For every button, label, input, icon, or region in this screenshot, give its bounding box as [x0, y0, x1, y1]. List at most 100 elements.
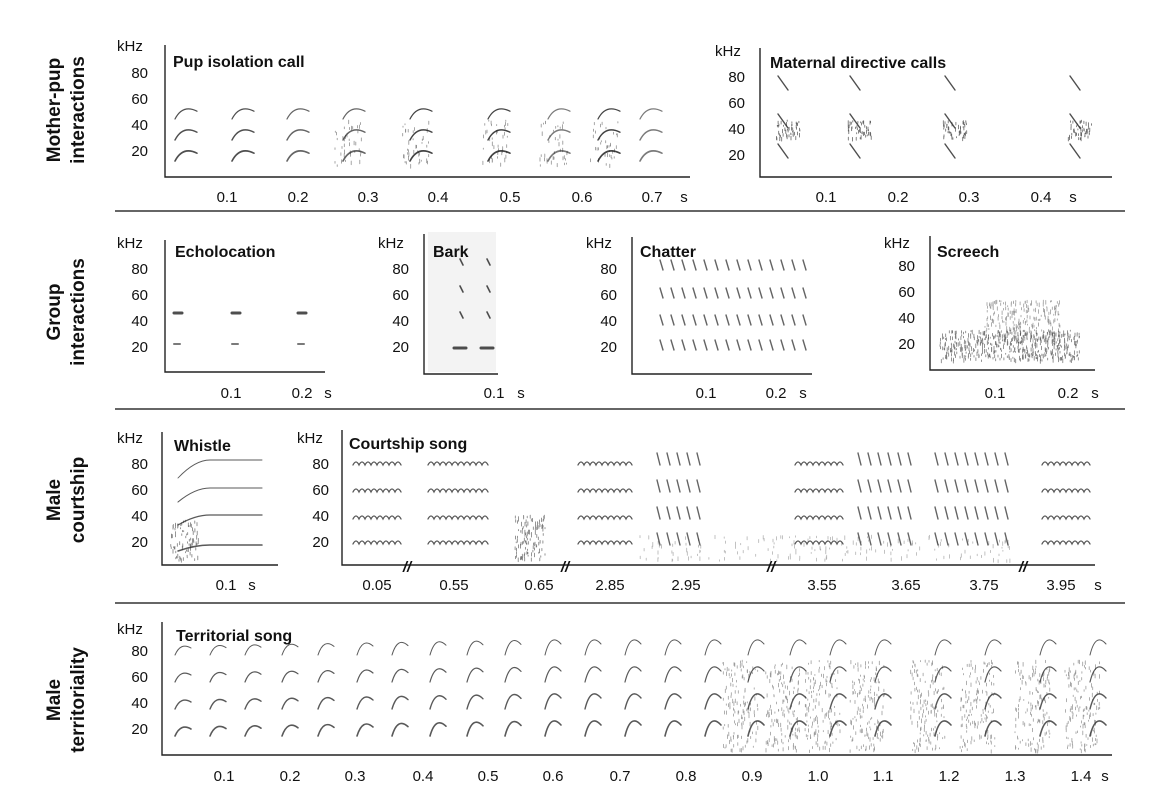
- panel-maternal-directive-calls: kHz Maternal directive calls 80 60 40 20…: [715, 43, 1112, 206]
- x-tick-label: 0.1: [214, 768, 235, 785]
- panel-axes: [341, 430, 1095, 566]
- spectrogram-trace: [504, 720, 522, 737]
- x-tick-label: 2.95: [671, 577, 700, 594]
- x-unit-label: s: [1069, 189, 1077, 206]
- spectrogram-trace: [244, 671, 262, 683]
- spectrogram-trace: [934, 479, 939, 493]
- spectrogram-trace: [391, 722, 409, 737]
- spectrogram-trace: [334, 119, 362, 167]
- x-tick-labels: 0.1 0.2 s: [696, 385, 807, 402]
- spectrogram-trace: [867, 532, 872, 546]
- spectrogram-trace: [409, 108, 433, 120]
- y-tick-label: 20: [131, 534, 148, 551]
- khz-label: kHz: [297, 430, 323, 447]
- spectrogram-trace: [244, 698, 262, 710]
- spectrogram-trace: [427, 488, 489, 494]
- row-label-mother-pup: Mother-pup interactions: [44, 56, 89, 164]
- spectrogram-trace: [777, 143, 789, 159]
- spectrogram-trace: [670, 314, 675, 326]
- spectrogram-trace: [887, 532, 892, 546]
- spectrogram-trace: [664, 720, 682, 737]
- spectrogram-trace: [736, 259, 741, 271]
- spectrogram-trace: [776, 119, 801, 142]
- spectrogram-trace: [656, 532, 661, 546]
- spectrogram-trace: [696, 452, 701, 466]
- y-tick-label: 20: [600, 339, 617, 356]
- y-tick-label: 60: [312, 482, 329, 499]
- y-tick-label: 20: [392, 339, 409, 356]
- spectrogram-trace: [1041, 488, 1091, 494]
- spectrogram-trace: [780, 314, 785, 326]
- spectrogram-trace: [459, 311, 464, 319]
- spectrogram-trace: [877, 532, 882, 546]
- spectrogram-trace: [984, 452, 989, 466]
- y-tick-labels: 80 60 40 20: [131, 65, 148, 160]
- x-tick-label: 1.3: [1005, 768, 1026, 785]
- spectrogram-marks: [172, 311, 308, 345]
- spectrogram-trace: [696, 479, 701, 493]
- spectrogram-trace: [504, 640, 522, 656]
- spectrogram-trace: [429, 641, 447, 656]
- y-tick-label: 80: [898, 258, 915, 275]
- spectrogram-trace: [656, 452, 661, 466]
- panel-axes: [161, 622, 1112, 756]
- spectrogram-trace: [174, 699, 192, 710]
- y-tick-label: 60: [131, 91, 148, 108]
- x-tick-label: 1.0: [808, 768, 829, 785]
- spectrogram-trace: [849, 660, 885, 753]
- spectrogram-trace: [791, 259, 796, 271]
- y-tick-label: 40: [898, 310, 915, 327]
- khz-label: kHz: [586, 235, 612, 252]
- panel-chatter: kHz Chatter 80 60 40 20 0.1 0.2 s: [586, 235, 812, 402]
- panel-territorial-song: kHz Territorial song 80 60 40 20 0.1 0.2…: [117, 621, 1112, 785]
- spectrogram-trace: [174, 645, 192, 656]
- khz-label: kHz: [884, 235, 910, 252]
- spectrogram-trace: [244, 644, 262, 656]
- spectrogram-trace: [286, 108, 310, 120]
- panel-title: Screech: [937, 244, 999, 261]
- spectrogram-trace: [984, 666, 1002, 683]
- spectrogram-marks: [939, 299, 1080, 364]
- spectrogram-trace: [758, 314, 763, 326]
- y-tick-label: 40: [600, 313, 617, 330]
- spectrogram-trace: [1089, 666, 1107, 683]
- spectrogram-trace: [944, 479, 949, 493]
- spectrogram-trace: [794, 488, 844, 494]
- spectrogram-trace: [686, 532, 691, 546]
- spectrogram-trace: [984, 506, 989, 520]
- spectrogram-trace: [804, 660, 841, 753]
- spectrogram-trace: [984, 532, 989, 546]
- spectrogram-trace: [897, 506, 902, 520]
- spectrogram-trace: [317, 670, 335, 683]
- khz-label: kHz: [117, 38, 143, 55]
- spectrogram-trace: [791, 314, 796, 326]
- spectrogram-trace: [174, 129, 198, 141]
- spectrogram-trace: [725, 287, 730, 299]
- spectrogram-trace: [829, 720, 847, 737]
- spectrogram-trace: [352, 515, 402, 521]
- spectrogram-trace: [984, 720, 1002, 737]
- spectrogram-trace: [504, 693, 522, 710]
- panel-title: Bark: [433, 244, 469, 261]
- spectrogram-trace: [342, 150, 366, 162]
- y-tick-label: 60: [898, 284, 915, 301]
- spectrogram-trace: [177, 459, 263, 479]
- spectrogram-trace: [780, 259, 785, 271]
- spectrogram-trace: [877, 452, 882, 466]
- spectrogram-trace: [789, 720, 807, 737]
- y-tick-label: 80: [312, 456, 329, 473]
- spectrogram-trace: [391, 641, 409, 656]
- spectrogram-trace: [624, 666, 642, 683]
- spectrogram-trace: [170, 519, 199, 563]
- spectrogram-trace: [758, 287, 763, 299]
- spectrogram-trace: [656, 479, 661, 493]
- khz-label: kHz: [117, 235, 143, 252]
- spectrogram-trace: [954, 479, 959, 493]
- spectrogram-trace: [789, 666, 807, 683]
- spectrogram-trace: [577, 488, 633, 494]
- spectrogram-trace: [758, 259, 763, 271]
- spectrogram-trace: [504, 666, 522, 683]
- spectrogram-trace: [356, 642, 374, 656]
- spectrogram-trace: [944, 75, 956, 91]
- y-tick-labels: 80 60 40 20: [600, 261, 617, 356]
